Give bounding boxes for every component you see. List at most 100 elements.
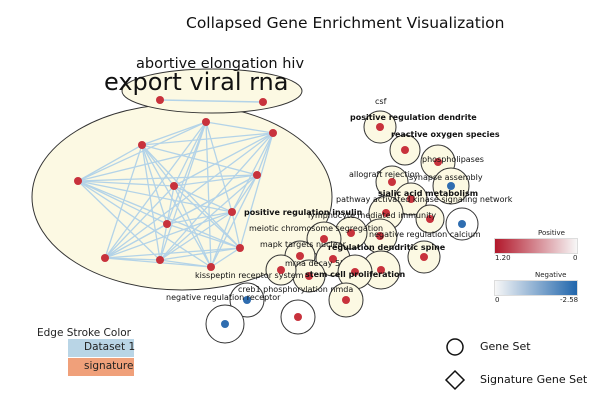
cluster-edge [77, 180, 212, 268]
cluster-node[interactable] [202, 118, 210, 126]
cluster-edge [104, 144, 143, 259]
cluster-edge [141, 144, 212, 268]
cluster-edge [239, 132, 274, 249]
cluster-edge [141, 144, 161, 261]
gene-set-node[interactable] [342, 296, 350, 304]
node-label-negrec: negative regulation receptor [166, 293, 281, 302]
cluster-edge [159, 259, 212, 268]
signature-legend-diamond [444, 369, 466, 391]
cluster-edge [77, 174, 258, 182]
gene-set-node[interactable] [221, 320, 229, 328]
node-label-meiotic: meiotic chromosome segregation [249, 224, 383, 233]
cluster-edge [166, 211, 233, 225]
negative-legend-title: Negative [535, 271, 567, 279]
gene-set-node[interactable] [329, 255, 337, 263]
gene-set-node[interactable] [376, 232, 384, 240]
gene-set-node[interactable] [351, 268, 359, 276]
gene-set-node[interactable] [426, 215, 434, 223]
cluster-edge [77, 121, 207, 182]
cluster-edge [159, 121, 207, 261]
cluster-node[interactable] [101, 254, 109, 262]
chart-title: Collapsed Gene Enrichment Visualization [186, 14, 505, 32]
gene-set-node[interactable] [407, 195, 415, 203]
node-label-synapse: synapse assembly [409, 173, 483, 182]
node-label-regdend: regulation dendritic spine [328, 243, 446, 252]
cluster-edge [77, 180, 175, 187]
gene-set-node[interactable] [458, 220, 466, 228]
gene-set-node[interactable] [277, 266, 285, 274]
cluster-node[interactable] [207, 263, 215, 271]
cluster-edge [231, 132, 274, 213]
node-label-posins: positive regulation insulin [244, 208, 363, 217]
gene-set-node[interactable] [294, 313, 302, 321]
gene-set-legend-label: Gene Set [480, 340, 531, 353]
cluster-node[interactable] [228, 208, 236, 216]
cluster-node[interactable] [269, 129, 277, 137]
node-label-phos: phospholipases [422, 155, 484, 164]
gene-set-node[interactable] [296, 252, 304, 260]
positive-legend-title: Positive [538, 229, 565, 237]
negative-min-label: 0 [495, 296, 500, 304]
cluster-edge [205, 121, 212, 268]
gene-set-node[interactable] [447, 182, 455, 190]
signature-legend-label: Signature Gene Set [480, 373, 588, 386]
hiv-node[interactable] [156, 96, 164, 104]
cluster-edge [104, 132, 274, 259]
cluster-edges [77, 121, 274, 268]
cluster-edge [210, 247, 241, 268]
cluster-edge [141, 144, 241, 249]
cluster-label-line1: abortive elongation hiv [136, 56, 304, 72]
gene-set-node[interactable] [305, 272, 313, 280]
node-label-sialic: sialic acid metabolism [378, 189, 478, 198]
cluster-edge [159, 174, 258, 261]
cluster-edge [141, 132, 274, 146]
cluster-node[interactable] [138, 141, 146, 149]
cluster-edge [205, 121, 233, 213]
edge-label-dataset1: Dataset 1 [84, 341, 136, 353]
cluster-node[interactable] [170, 182, 178, 190]
cluster-node[interactable] [74, 177, 82, 185]
edge-swatch-dataset1 [68, 339, 134, 357]
node-label-csf: csf [375, 97, 387, 106]
gene-set-rings [205, 110, 479, 344]
gene-set-node[interactable] [388, 178, 396, 186]
cluster-node[interactable] [236, 244, 244, 252]
negative-gradient-bar [494, 280, 578, 296]
gene-set-node[interactable] [382, 209, 390, 217]
node-label-allograft: allograft rejection [349, 170, 420, 179]
gene-set-node[interactable] [347, 229, 355, 237]
gene-set-node[interactable] [401, 146, 409, 154]
cluster-edge [205, 121, 274, 134]
gene-set-node[interactable] [377, 266, 385, 274]
gene-set-node[interactable] [243, 296, 251, 304]
cluster-node[interactable] [156, 256, 164, 264]
gene-set-node[interactable] [320, 235, 328, 243]
cluster-edge [104, 185, 175, 259]
cluster-edge [159, 211, 233, 261]
node-label-posdend: positive regulation dendrite [350, 113, 477, 122]
cluster-edge [141, 144, 175, 187]
cluster-node[interactable] [163, 220, 171, 228]
gene-set-nodes[interactable] [74, 96, 466, 328]
cluster-node[interactable] [253, 171, 261, 179]
node-label-mrna: mrna decay 5' [285, 259, 342, 268]
gene-set-legend-circle [446, 338, 464, 356]
cluster-edge [231, 174, 258, 213]
cluster-edge [77, 180, 168, 225]
cluster-edge [104, 121, 207, 259]
gene-set-node[interactable] [434, 158, 442, 166]
cluster-edge [231, 211, 241, 249]
cluster-edge [77, 132, 274, 182]
hiv-cluster-edge [159, 99, 264, 103]
node-label-negcal: negative regulation calcium [369, 230, 481, 239]
cluster-edge [159, 247, 241, 261]
gene-set-node[interactable] [420, 253, 428, 261]
cluster-edge [173, 185, 233, 213]
hiv-node[interactable] [259, 98, 267, 106]
cluster-label-line2: export viral rna [104, 68, 288, 96]
gene-set-node[interactable] [376, 123, 384, 131]
cluster-edge [141, 121, 207, 146]
cluster-edge [104, 247, 241, 259]
cluster-edge [210, 211, 233, 268]
